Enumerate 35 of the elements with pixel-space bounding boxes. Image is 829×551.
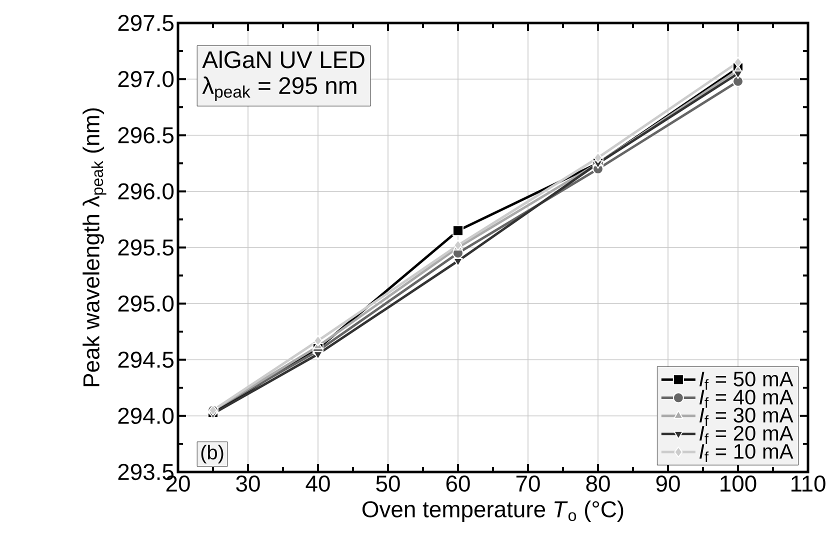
y-tick-label: 294.0 <box>118 408 174 424</box>
point <box>314 335 322 346</box>
x-tick-label: 90 <box>656 476 680 492</box>
x-tick-label: 100 <box>720 476 756 492</box>
annotation: λ$_{peak}$ = 295 nm <box>202 76 356 102</box>
legend-label: I$_{f}$ = 20 mA <box>700 426 794 444</box>
y-tick-label: 294.5 <box>118 352 174 368</box>
x-tick-label: 70 <box>516 476 540 492</box>
legend-label: I$_{f}$ = 40 mA <box>700 390 794 408</box>
point <box>732 76 744 87</box>
annotation: AlGaN UV LED <box>202 50 364 68</box>
y-tick-label: 296.5 <box>118 127 174 144</box>
legend-label: I$_{f}$ = 30 mA <box>700 408 794 426</box>
point <box>453 258 463 266</box>
point <box>594 152 602 164</box>
x-tick-label: 50 <box>376 476 400 492</box>
legend-label: I$_{f}$ = 10 mA <box>700 444 794 462</box>
point <box>452 225 464 236</box>
y-tick-label: 297.0 <box>118 71 174 88</box>
point <box>454 240 462 251</box>
y-tick-label: 295.0 <box>118 296 174 312</box>
y-tick-label: 295.5 <box>118 239 174 256</box>
x-tick-label: 60 <box>446 476 470 492</box>
point <box>734 56 742 68</box>
point <box>313 351 323 360</box>
y-tick-label: 297.5 <box>118 14 174 32</box>
x-tick-label: 30 <box>236 476 260 492</box>
x-tick-label: 40 <box>306 476 330 492</box>
y-axis-title: Peak wavelength λ$_{peak}$ (nm) <box>82 108 106 386</box>
x-axis-title: Oven temperature T$_{o}$ (°C) <box>362 500 624 522</box>
legend-label: I$_{f}$ = 50 mA <box>700 372 794 390</box>
annotation: (b) <box>201 444 224 464</box>
x-tick-label: 110 <box>791 476 826 492</box>
y-tick-label: 296.0 <box>118 183 174 200</box>
x-tick-label: 80 <box>586 476 610 492</box>
